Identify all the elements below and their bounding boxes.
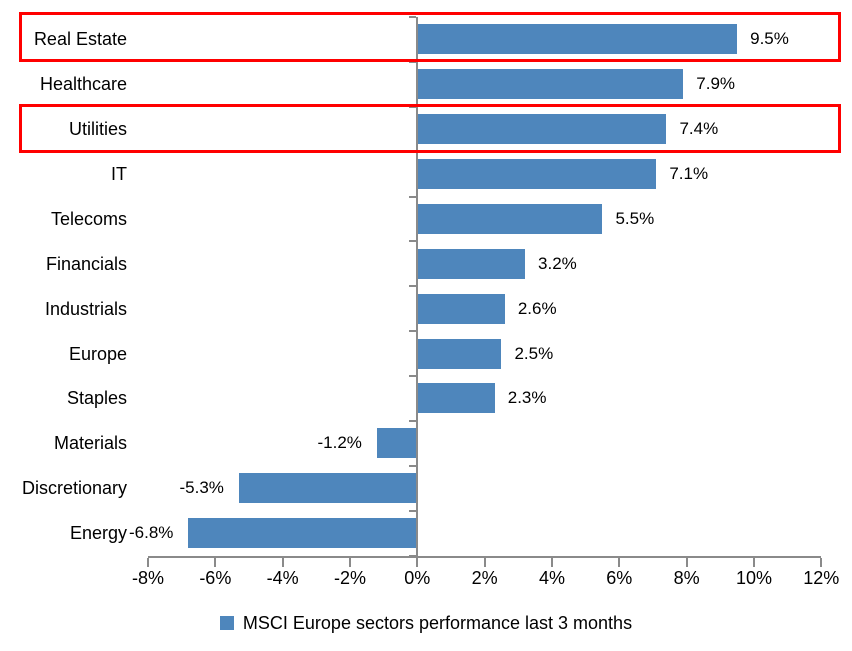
value-axis-tick (550, 557, 553, 567)
bar-utilities (417, 114, 667, 145)
value-label-discretionary: -5.3% (179, 478, 224, 498)
value-axis-tick-label--8: -8% (131, 568, 164, 588)
value-axis-tick (416, 557, 419, 567)
value-axis-tick (820, 557, 823, 567)
value-label-telecoms: 5.5% (615, 208, 655, 228)
value-axis-tick-label--4: -4% (266, 568, 299, 588)
value-label-energy: -6.8% (128, 523, 174, 543)
category-axis-tick (409, 330, 417, 333)
category-axis-tick (409, 195, 417, 198)
value-axis-tick (281, 557, 284, 567)
value-axis-tick-label-4: 4% (538, 568, 565, 588)
bar-real-estate (417, 24, 738, 55)
bar-energy (188, 518, 418, 549)
category-label-energy: Energy (69, 523, 127, 544)
value-label-healthcare: 7.9% (696, 74, 736, 94)
legend-marker-square (219, 616, 234, 630)
category-label-materials: Materials (53, 433, 127, 454)
value-axis-tick (685, 557, 688, 567)
category-axis-tick (409, 16, 417, 18)
value-axis-tick-label--6: -6% (199, 568, 232, 588)
category-axis-tick (409, 375, 417, 377)
legend-label: MSCI Europe sectors performance last 3 m… (242, 613, 633, 633)
bar-healthcare (417, 69, 684, 100)
bar-telecoms (417, 203, 603, 234)
category-label-europe: Europe (68, 343, 127, 364)
value-label-real-estate: 9.5% (750, 29, 789, 49)
value-label-industrials: 2.6% (517, 298, 557, 318)
value-axis-tick (618, 557, 621, 567)
value-axis-tick-label-8: 8% (673, 568, 700, 588)
bar-financials (417, 248, 526, 279)
category-axis-tick (409, 464, 417, 467)
category-label-healthcare: Healthcare (39, 74, 127, 95)
value-axis-tick (752, 557, 755, 567)
bar-europe (417, 338, 502, 369)
category-label-financials: Financials (45, 253, 127, 274)
value-axis-tick-label-2: 2% (471, 568, 498, 588)
value-axis-tick (214, 557, 217, 567)
value-axis-tick-label-12: 12% (803, 568, 840, 588)
value-label-europe: 2.5% (514, 343, 554, 363)
value-axis-tick-label-10: 10% (735, 568, 772, 588)
category-label-industrials: Industrials (44, 298, 127, 319)
category-label-utilities: Utilities (68, 119, 127, 140)
value-axis-tick (348, 557, 351, 567)
value-axis-tick (483, 557, 486, 567)
value-label-staples: 2.3% (507, 388, 547, 408)
value-axis-tick-label-6: 6% (606, 568, 633, 588)
value-label-utilities: 7.4% (679, 119, 719, 139)
category-axis-line (416, 17, 419, 556)
category-axis-tick (409, 285, 417, 288)
value-axis-tick-label-0: 0% (404, 568, 431, 588)
value-label-materials: -1.2% (317, 433, 362, 453)
value-axis-tick-label--2: -2% (333, 568, 366, 588)
value-label-it: 7.1% (669, 164, 709, 184)
category-axis-tick (409, 509, 417, 512)
legend: MSCI Europe sectors performance last 3 m… (0, 608, 852, 638)
bar-discretionary (238, 473, 418, 504)
bar-it (417, 159, 657, 190)
bar-materials (376, 428, 418, 459)
category-label-telecoms: Telecoms (50, 208, 127, 229)
bar-staples (417, 383, 495, 414)
category-label-it: IT (111, 164, 127, 185)
value-label-financials: 3.2% (538, 253, 577, 273)
category-axis-tick (409, 419, 417, 422)
category-label-real-estate: Real Estate (33, 29, 127, 50)
highlight-box-real-estate (19, 12, 841, 62)
category-label-discretionary: Discretionary (21, 478, 127, 499)
category-label-staples: Staples (66, 388, 127, 409)
highlight-box-utilities (19, 104, 841, 153)
value-axis-line (148, 555, 822, 558)
category-axis-tick (409, 240, 417, 243)
value-axis-tick (147, 557, 149, 567)
bar-industrials (417, 293, 505, 324)
